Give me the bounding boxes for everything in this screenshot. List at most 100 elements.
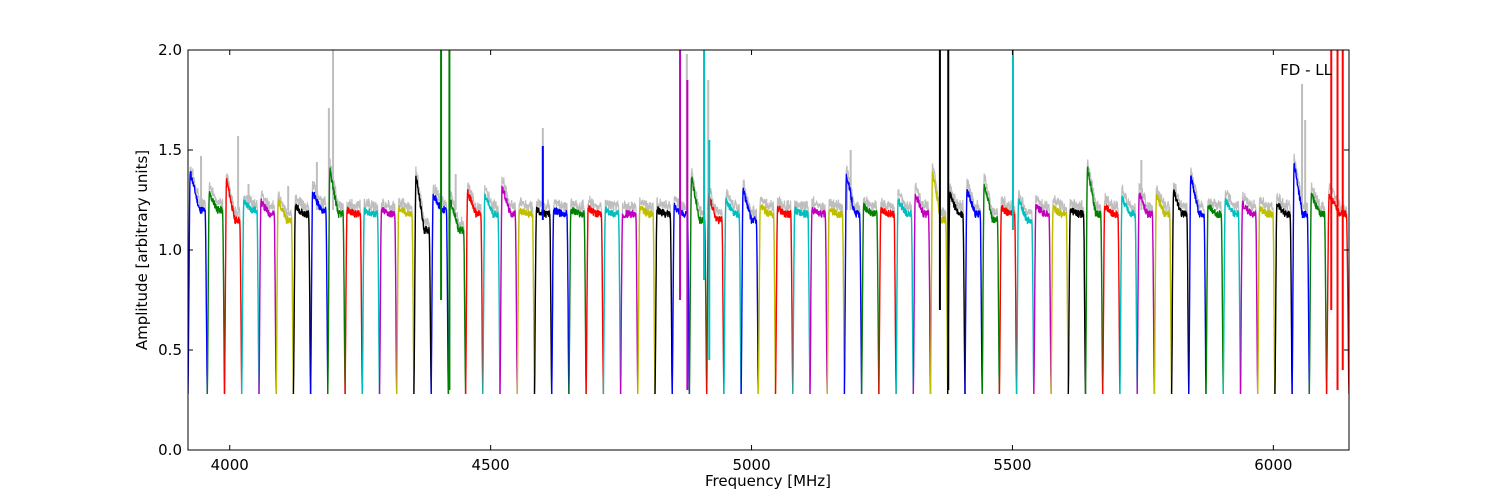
subband-line-1 bbox=[206, 191, 226, 395]
raw-spectrum-segment bbox=[964, 178, 983, 386]
subband-line-35 bbox=[792, 206, 811, 395]
raw-spectrum-segment bbox=[723, 189, 742, 388]
subband-line-60 bbox=[1222, 197, 1242, 395]
raw-spectrum-segment bbox=[1067, 198, 1087, 390]
raw-spectrum-segment bbox=[241, 194, 260, 389]
subband-line-21 bbox=[551, 207, 570, 395]
raw-spectrum-segment bbox=[981, 173, 1000, 389]
subband-line-46 bbox=[981, 183, 1001, 395]
raw-spectrum-segment bbox=[447, 190, 467, 391]
raw-spectrum-segment bbox=[947, 183, 966, 391]
subband-line-15 bbox=[447, 199, 467, 395]
subband-line-39 bbox=[860, 202, 880, 395]
raw-spectrum-segment bbox=[637, 197, 656, 388]
x-axis-label: Frequency [MHz] bbox=[705, 472, 831, 490]
raw-spectrum-segment bbox=[430, 184, 449, 389]
subband-line-49 bbox=[1033, 203, 1052, 395]
x-tick-label: 5500 bbox=[993, 456, 1031, 474]
raw-spectrum-segment bbox=[1205, 198, 1224, 385]
subband-line-52 bbox=[1084, 166, 1104, 395]
raw-spectrum-segment bbox=[568, 198, 587, 388]
y-tick-label: 2.0 bbox=[158, 41, 182, 59]
subband-line-40 bbox=[878, 206, 897, 395]
subband-line-50 bbox=[1050, 204, 1069, 395]
subband-line-22 bbox=[568, 207, 587, 395]
subband-line-12 bbox=[396, 204, 415, 395]
subband-line-24 bbox=[602, 206, 622, 395]
subband-line-26 bbox=[637, 205, 656, 395]
raw-spectrum-segment bbox=[740, 179, 759, 390]
raw-spectrum-segment bbox=[1274, 192, 1293, 389]
subband-line-41 bbox=[895, 198, 914, 395]
subband-line-59 bbox=[1205, 204, 1224, 395]
subband-line-19 bbox=[516, 207, 536, 395]
raw-spectrum-segment bbox=[620, 200, 639, 388]
raw-spectrum-segment bbox=[1308, 182, 1328, 386]
subband-line-54 bbox=[1119, 195, 1138, 395]
raw-spectrum-segment bbox=[275, 191, 294, 390]
raw-spectrum-segment bbox=[516, 197, 536, 387]
subband-line-37 bbox=[826, 208, 846, 395]
subband-line-65 bbox=[1308, 192, 1328, 395]
raw-spectrum-segment bbox=[344, 198, 363, 391]
raw-spectrum-segment bbox=[361, 198, 381, 390]
subband-line-9 bbox=[344, 206, 363, 395]
raw-spectrum-segment bbox=[533, 198, 553, 390]
subband-line-34 bbox=[774, 205, 794, 395]
subband-line-23 bbox=[585, 204, 605, 395]
y-tick-label: 0.0 bbox=[158, 441, 182, 459]
x-tick-label: 5000 bbox=[732, 456, 770, 474]
subband-line-64 bbox=[1291, 162, 1310, 395]
subband-line-14 bbox=[430, 193, 450, 395]
raw-spectrum-segment bbox=[792, 200, 811, 386]
x-axis: 4000 4500 5000 5500 6000 bbox=[211, 50, 1292, 474]
subband-line-31 bbox=[723, 197, 742, 395]
raw-spectrum-segment bbox=[1153, 185, 1173, 388]
subband-line-10 bbox=[361, 207, 381, 395]
raw-spectrum-segment bbox=[1050, 195, 1069, 390]
subband-line-51 bbox=[1067, 207, 1087, 395]
raw-spectrum-segment bbox=[1102, 193, 1121, 389]
raw-spectrum-segment bbox=[1033, 195, 1052, 384]
subband-line-5 bbox=[275, 199, 295, 395]
subband-line-62 bbox=[1257, 205, 1276, 395]
subband-line-42 bbox=[912, 193, 932, 395]
subband-line-36 bbox=[809, 207, 828, 395]
subband-line-38 bbox=[843, 173, 863, 395]
raw-spectrum-segment bbox=[413, 166, 432, 391]
subband-line-17 bbox=[482, 193, 501, 395]
raw-spectrum-segment bbox=[998, 196, 1018, 390]
raw-spectrum-segment bbox=[1222, 190, 1242, 388]
raw-spectrum-segment bbox=[292, 194, 312, 387]
raw-spectrum-segment bbox=[206, 182, 226, 390]
y-tick-label: 1.5 bbox=[158, 141, 182, 159]
x-tick-label: 6000 bbox=[1254, 456, 1292, 474]
subband-line-11 bbox=[378, 207, 398, 395]
raw-spectrum-segment bbox=[1084, 159, 1104, 390]
raw-spectrum-segment bbox=[809, 196, 828, 390]
subband-line-48 bbox=[1015, 198, 1035, 395]
subband-line-0 bbox=[188, 170, 208, 395]
panel-annotation: FD - LL bbox=[1280, 61, 1332, 79]
raw-spectrum-segment bbox=[258, 190, 277, 387]
subband-line-20 bbox=[533, 206, 553, 395]
raw-spectrum-segment bbox=[327, 158, 346, 387]
subband-line-6 bbox=[292, 203, 312, 395]
subband-line-16 bbox=[464, 188, 484, 395]
subband-line-58 bbox=[1188, 175, 1207, 395]
y-tick-label: 0.5 bbox=[158, 341, 182, 359]
y-tick-label: 1.0 bbox=[158, 241, 182, 259]
subband-line-4 bbox=[258, 198, 277, 395]
subband-line-61 bbox=[1239, 200, 1259, 395]
subband-line-53 bbox=[1102, 204, 1121, 395]
raw-spectrum-segment bbox=[757, 196, 777, 390]
raw-spectrum-segment bbox=[482, 185, 501, 383]
raw-spectrum-segment bbox=[1136, 183, 1155, 386]
raw-spectrum-segment bbox=[310, 180, 329, 391]
subband-line-33 bbox=[757, 204, 777, 395]
raw-spectrum-segment bbox=[774, 196, 794, 386]
subband-line-2 bbox=[223, 178, 243, 395]
raw-spectrum-segment bbox=[1291, 153, 1310, 384]
